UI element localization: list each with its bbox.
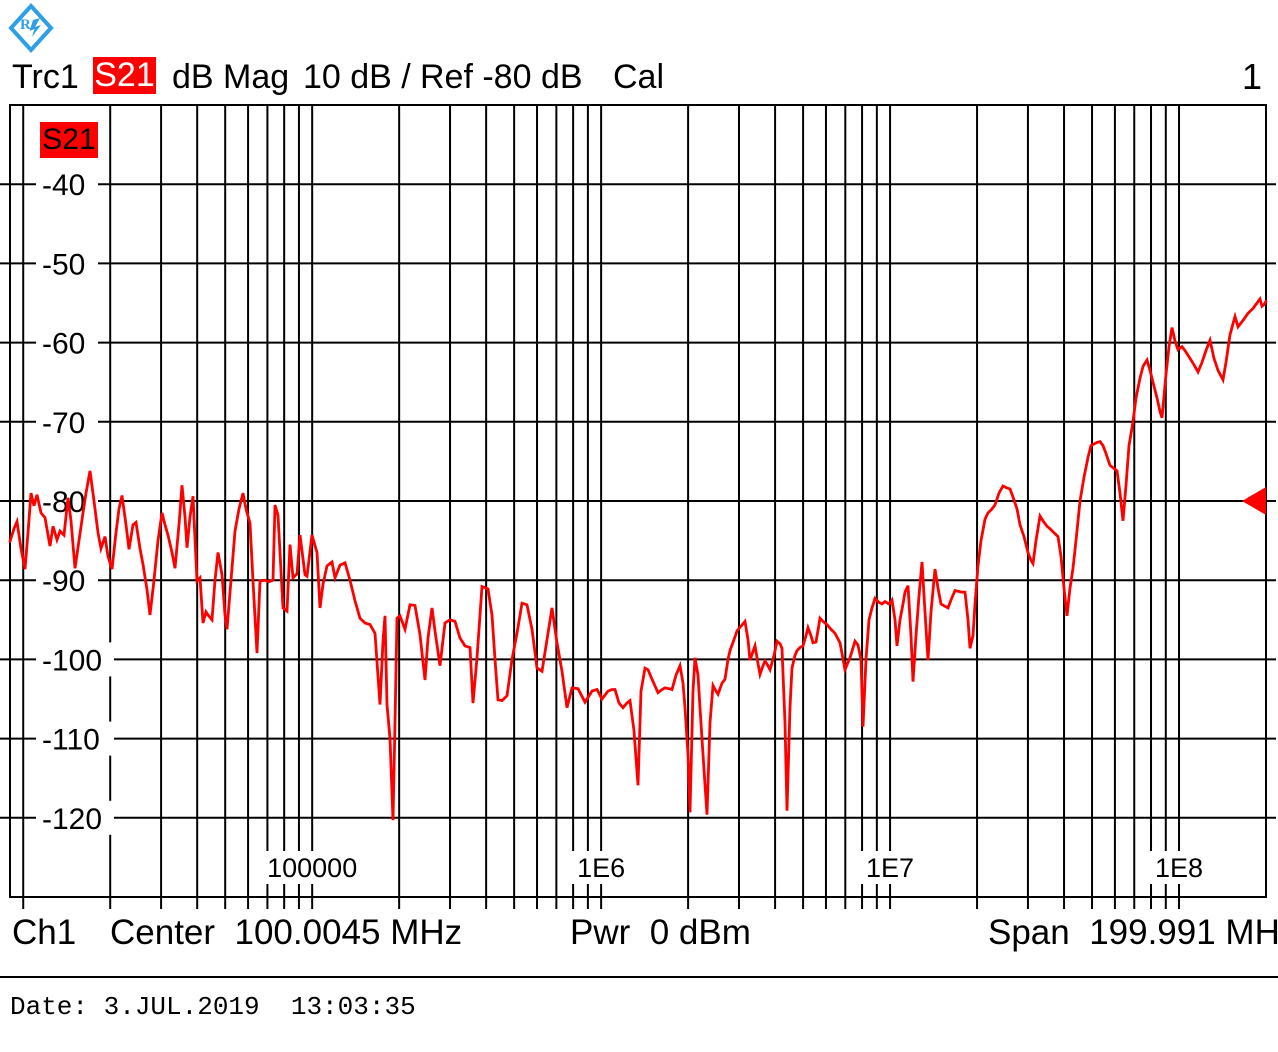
plot-trace-label-badge: S21: [40, 122, 98, 158]
ref-level-marker-icon: [1242, 487, 1266, 515]
x-tick-label-bg: [860, 851, 921, 884]
y-tick-label: -60: [42, 328, 85, 361]
y-tick-label: -40: [42, 169, 85, 202]
x-tick-label-bg: [1149, 851, 1210, 884]
y-tick-label-bg: [36, 325, 98, 360]
y-tick-label: -80: [42, 486, 85, 519]
y-tick-label-bg: [36, 563, 98, 598]
window-number-label: 1: [1242, 56, 1263, 97]
header-parameter-badge: S21: [93, 56, 156, 94]
y-tick-label: -120: [42, 803, 102, 836]
y-tick-label-bg: [36, 721, 114, 756]
trace-name-label: Trc1: [12, 58, 79, 96]
reference-level-label: Ref -80 dB: [420, 58, 583, 96]
x-tick-label: 1E8: [1155, 853, 1203, 883]
x-tick-label: 100000: [267, 853, 357, 883]
trace-s21: [8, 295, 1268, 821]
y-tick-label-bg: [36, 246, 98, 281]
power-label: Pwr 0 dBm: [570, 913, 751, 952]
y-tick-label-bg: [36, 800, 114, 835]
center-frequency-label: Center 100.0045 MHz: [110, 913, 463, 952]
y-tick-label: -50: [42, 248, 85, 281]
rohde-schwarz-logo-icon: R: [8, 3, 54, 53]
cal-status-label: Cal: [613, 58, 665, 96]
trace-format-label: dB Mag: [172, 58, 290, 96]
y-tick-label-bg: [36, 642, 114, 677]
y-tick-label-bg: [36, 404, 98, 439]
y-tick-label: -100: [42, 644, 102, 677]
x-tick-label: 1E7: [866, 853, 914, 883]
span-label: Span 199.991 MHz: [988, 913, 1278, 952]
y-tick-label: -110: [42, 724, 100, 757]
svg-text:R: R: [20, 17, 31, 33]
footer-divider: [0, 976, 1278, 978]
x-tick-label-bg: [571, 851, 632, 884]
trace-scale-label: 10 dB /: [303, 58, 411, 96]
channel-label: Ch1: [12, 913, 77, 952]
x-tick-label: 1E6: [577, 853, 625, 883]
x-tick-label-bg: [258, 851, 367, 884]
y-tick-label: -70: [42, 407, 85, 440]
y-tick-label-bg: [36, 167, 98, 202]
y-tick-label: -90: [42, 565, 85, 598]
date-time-label: Date: 3.JUL.2019 13:03:35: [10, 992, 416, 1022]
